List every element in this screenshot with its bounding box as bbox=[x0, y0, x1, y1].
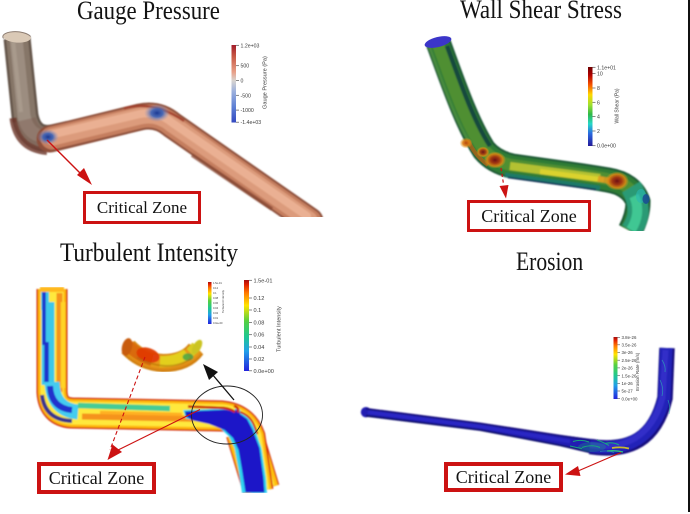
svg-text:0.0e+00: 0.0e+00 bbox=[597, 144, 616, 150]
svg-text:2: 2 bbox=[597, 129, 600, 135]
svg-text:0.0e+00: 0.0e+00 bbox=[622, 396, 639, 401]
svg-text:-1000: -1000 bbox=[241, 108, 254, 114]
svg-text:0.08: 0.08 bbox=[213, 296, 219, 300]
svg-text:5e-27: 5e-27 bbox=[622, 389, 634, 394]
svg-text:0.1: 0.1 bbox=[213, 291, 217, 295]
svg-text:1.5e-26: 1.5e-26 bbox=[622, 373, 637, 378]
svg-text:0.0e+00: 0.0e+00 bbox=[254, 369, 274, 375]
svg-text:Gauge Pressure (Pa): Gauge Pressure (Pa) bbox=[263, 56, 269, 109]
svg-text:0.0e+00: 0.0e+00 bbox=[213, 321, 223, 325]
svg-text:1.5e-01: 1.5e-01 bbox=[213, 281, 222, 285]
svg-text:0.04: 0.04 bbox=[254, 345, 265, 351]
svg-text:0.1: 0.1 bbox=[254, 308, 262, 314]
svg-text:0: 0 bbox=[241, 79, 244, 85]
svg-text:3.8e-26: 3.8e-26 bbox=[622, 335, 637, 340]
svg-text:0.02: 0.02 bbox=[254, 357, 265, 363]
svg-text:4: 4 bbox=[597, 115, 600, 121]
svg-text:0.12: 0.12 bbox=[254, 296, 265, 302]
svg-text:Turbulent Intensity: Turbulent Intensity bbox=[277, 306, 283, 352]
svg-text:10: 10 bbox=[597, 72, 603, 78]
svg-text:0.06: 0.06 bbox=[254, 333, 265, 339]
svg-text:8: 8 bbox=[597, 86, 600, 92]
svg-text:1.2e+03: 1.2e+03 bbox=[241, 43, 260, 49]
svg-text:500: 500 bbox=[241, 64, 250, 70]
svg-text:0.04: 0.04 bbox=[213, 306, 219, 310]
svg-text:1e-26: 1e-26 bbox=[622, 381, 634, 386]
svg-text:2e-26: 2e-26 bbox=[622, 366, 634, 371]
svg-text:0.02: 0.02 bbox=[213, 311, 219, 315]
svg-text:Turbulent Intensity: Turbulent Intensity bbox=[221, 289, 225, 313]
svg-text:6: 6 bbox=[597, 100, 600, 106]
svg-text:0.08: 0.08 bbox=[254, 321, 265, 327]
svg-text:0.06: 0.06 bbox=[213, 301, 219, 305]
svg-text:3.5e-26: 3.5e-26 bbox=[622, 343, 637, 348]
svg-text:-1.4e+03: -1.4e+03 bbox=[241, 120, 262, 126]
svg-text:-500: -500 bbox=[241, 93, 251, 99]
svg-text:Erosion Rate (m/s): Erosion Rate (m/s) bbox=[635, 352, 640, 391]
svg-text:3e-26: 3e-26 bbox=[622, 350, 634, 355]
svg-text:1.5e-01: 1.5e-01 bbox=[254, 278, 273, 284]
svg-text:0.12: 0.12 bbox=[213, 286, 219, 290]
svg-text:Wall Shear (Pa): Wall Shear (Pa) bbox=[615, 88, 621, 123]
svg-text:2.5e-26: 2.5e-26 bbox=[622, 358, 637, 363]
svg-text:0.01: 0.01 bbox=[213, 316, 219, 320]
svg-text:1.1e+01: 1.1e+01 bbox=[597, 65, 616, 71]
